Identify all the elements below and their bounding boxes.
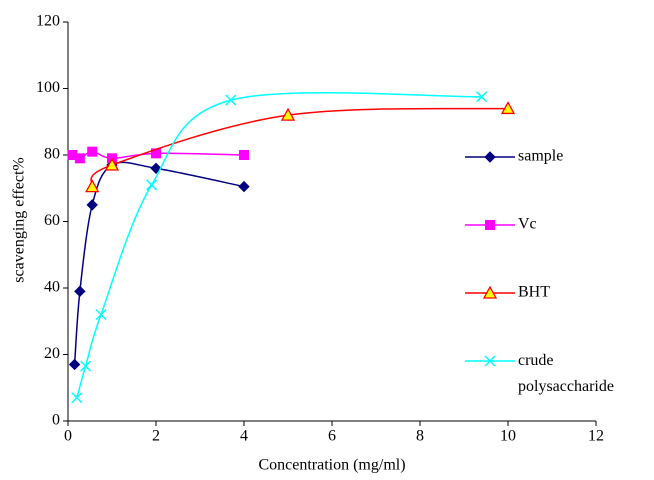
marker	[239, 150, 249, 160]
legend-label: crude polysaccharide	[518, 352, 614, 395]
marker	[87, 146, 98, 157]
y-tick-label: 20	[44, 345, 60, 362]
y-tick-label: 120	[36, 13, 60, 30]
marker	[86, 199, 98, 211]
legend-label: BHT	[518, 284, 550, 301]
marker	[71, 392, 83, 404]
legend-marker	[484, 355, 496, 367]
legend-marker	[485, 220, 495, 230]
marker	[67, 150, 78, 160]
x-tick-label: 4	[240, 428, 248, 445]
x-tick-label: 0	[64, 428, 72, 445]
marker	[85, 179, 100, 193]
marker	[95, 309, 107, 321]
x-tick-label: 8	[416, 428, 424, 445]
y-tick-label: 40	[44, 279, 60, 296]
x-axis-title: Concentration (mg/ml)	[258, 457, 405, 474]
marker	[68, 358, 81, 371]
marker	[238, 180, 250, 193]
marker	[104, 157, 120, 171]
series-line	[73, 161, 245, 365]
legend-label: sample	[518, 148, 563, 165]
marker	[146, 179, 158, 191]
marker	[280, 107, 296, 121]
legend-marker	[484, 151, 496, 163]
y-tick-label: 0	[52, 412, 60, 429]
marker	[500, 101, 516, 115]
marker	[225, 94, 237, 106]
legend-marker	[482, 285, 498, 299]
x-tick-label: 12	[588, 428, 604, 445]
legend-label: Vc	[518, 216, 537, 233]
series-line	[90, 107, 509, 188]
x-tick-label: 6	[328, 428, 336, 445]
y-axis-title: scavenging effect%	[11, 157, 28, 282]
series-line	[76, 92, 482, 398]
y-tick-label: 80	[44, 146, 60, 163]
marker	[476, 91, 488, 103]
x-tick-label: 10	[500, 428, 516, 445]
y-tick-label: 100	[36, 79, 60, 96]
marker	[74, 285, 86, 298]
marker	[74, 153, 85, 164]
marker	[80, 360, 92, 372]
x-tick-label: 2	[152, 428, 160, 445]
marker	[151, 148, 161, 159]
y-tick-label: 60	[44, 212, 60, 229]
